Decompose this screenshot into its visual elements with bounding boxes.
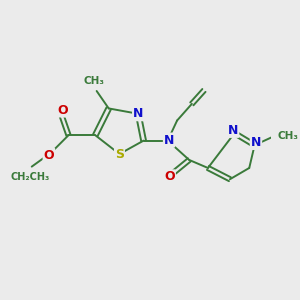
Text: O: O <box>164 170 175 183</box>
Text: CH₃: CH₃ <box>278 131 299 141</box>
Text: S: S <box>115 148 124 160</box>
Text: O: O <box>44 149 54 162</box>
Text: N: N <box>251 136 261 149</box>
Text: N: N <box>133 107 143 120</box>
Text: CH₂CH₃: CH₂CH₃ <box>11 172 50 182</box>
Text: N: N <box>228 124 238 137</box>
Text: O: O <box>57 103 68 116</box>
Text: CH₃: CH₃ <box>84 76 105 86</box>
Text: N: N <box>164 134 174 147</box>
